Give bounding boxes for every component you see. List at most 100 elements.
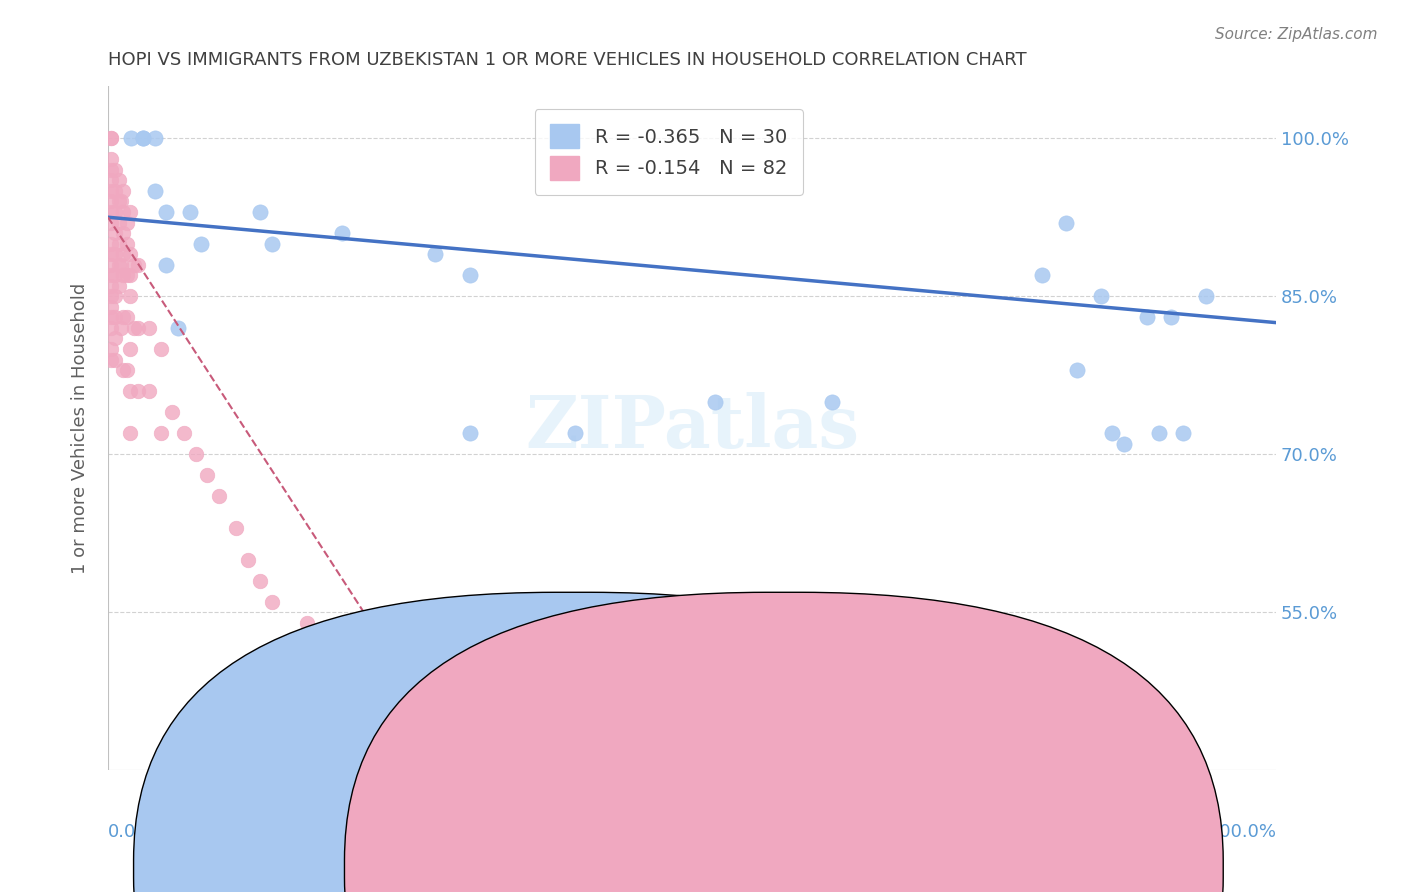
Point <box>236 552 259 566</box>
Point <box>127 321 149 335</box>
Point <box>173 426 195 441</box>
Point <box>120 289 142 303</box>
Point <box>107 236 129 251</box>
Point <box>1031 268 1053 283</box>
Text: 100.0%: 100.0% <box>1208 823 1277 841</box>
Point <box>100 247 122 261</box>
Point <box>249 205 271 219</box>
Point <box>132 131 155 145</box>
Point <box>120 426 142 441</box>
Point <box>120 131 142 145</box>
Point <box>1136 310 1159 325</box>
Point <box>260 236 283 251</box>
Point <box>127 258 149 272</box>
Point <box>104 162 127 177</box>
Point <box>208 490 231 504</box>
Point <box>104 310 127 325</box>
Point <box>120 247 142 261</box>
Point <box>112 184 135 198</box>
Point <box>112 247 135 261</box>
Point <box>104 352 127 367</box>
Text: Immigrants from Uzbekistan: Immigrants from Uzbekistan <box>702 855 957 872</box>
Point <box>138 321 160 335</box>
Point <box>195 468 218 483</box>
Point <box>342 679 364 693</box>
Point <box>100 173 122 187</box>
Point <box>115 310 138 325</box>
Point <box>100 194 122 209</box>
Point <box>138 384 160 398</box>
Point <box>132 131 155 145</box>
Point <box>110 321 132 335</box>
Point <box>104 205 127 219</box>
Point <box>104 184 127 198</box>
Point <box>190 236 212 251</box>
Point <box>155 205 177 219</box>
Point <box>104 226 127 240</box>
Point <box>330 226 353 240</box>
Point <box>110 194 132 209</box>
Y-axis label: 1 or more Vehicles in Household: 1 or more Vehicles in Household <box>72 283 89 574</box>
Point <box>100 215 122 229</box>
Point <box>1101 426 1123 441</box>
Point <box>100 153 122 167</box>
Point <box>160 405 183 419</box>
Point <box>107 215 129 229</box>
Point <box>143 184 166 198</box>
Point <box>1054 215 1077 229</box>
Point <box>100 310 122 325</box>
Point <box>1171 426 1194 441</box>
Point <box>149 426 172 441</box>
Point <box>104 247 127 261</box>
Point <box>1090 289 1112 303</box>
Point <box>179 205 201 219</box>
Point <box>100 162 122 177</box>
Point <box>100 342 122 356</box>
Point <box>377 700 399 714</box>
Point <box>458 426 481 441</box>
Point <box>1195 289 1218 303</box>
Point <box>115 268 138 283</box>
Point <box>115 215 138 229</box>
Point <box>100 131 122 145</box>
Point <box>107 194 129 209</box>
Point <box>167 321 190 335</box>
Point <box>122 258 145 272</box>
Point <box>184 447 207 461</box>
Point <box>112 310 135 325</box>
Point <box>249 574 271 588</box>
Point <box>115 236 138 251</box>
Point <box>100 205 122 219</box>
Point <box>100 268 122 283</box>
Point <box>100 300 122 314</box>
Point <box>1160 310 1182 325</box>
Point <box>104 289 127 303</box>
Text: ZIPatlas: ZIPatlas <box>524 392 859 464</box>
Point <box>122 321 145 335</box>
Point <box>155 258 177 272</box>
Text: HOPI VS IMMIGRANTS FROM UZBEKISTAN 1 OR MORE VEHICLES IN HOUSEHOLD CORRELATION C: HOPI VS IMMIGRANTS FROM UZBEKISTAN 1 OR … <box>108 51 1026 69</box>
Point <box>110 258 132 272</box>
Point <box>225 521 247 535</box>
Point <box>100 236 122 251</box>
Point <box>107 278 129 293</box>
Point <box>458 268 481 283</box>
Point <box>120 205 142 219</box>
Point <box>100 184 122 198</box>
Text: Hopi: Hopi <box>583 855 626 872</box>
Point <box>1066 363 1088 377</box>
Point <box>127 384 149 398</box>
Text: Source: ZipAtlas.com: Source: ZipAtlas.com <box>1215 27 1378 42</box>
Point <box>423 247 446 261</box>
Legend: R = -0.365   N = 30, R = -0.154   N = 82: R = -0.365 N = 30, R = -0.154 N = 82 <box>534 109 803 195</box>
Point <box>120 342 142 356</box>
Point <box>115 363 138 377</box>
Point <box>564 426 586 441</box>
Point <box>107 173 129 187</box>
Point <box>120 268 142 283</box>
Point <box>149 342 172 356</box>
Point <box>104 331 127 345</box>
Point <box>1147 426 1170 441</box>
Point <box>100 131 122 145</box>
Point <box>112 268 135 283</box>
